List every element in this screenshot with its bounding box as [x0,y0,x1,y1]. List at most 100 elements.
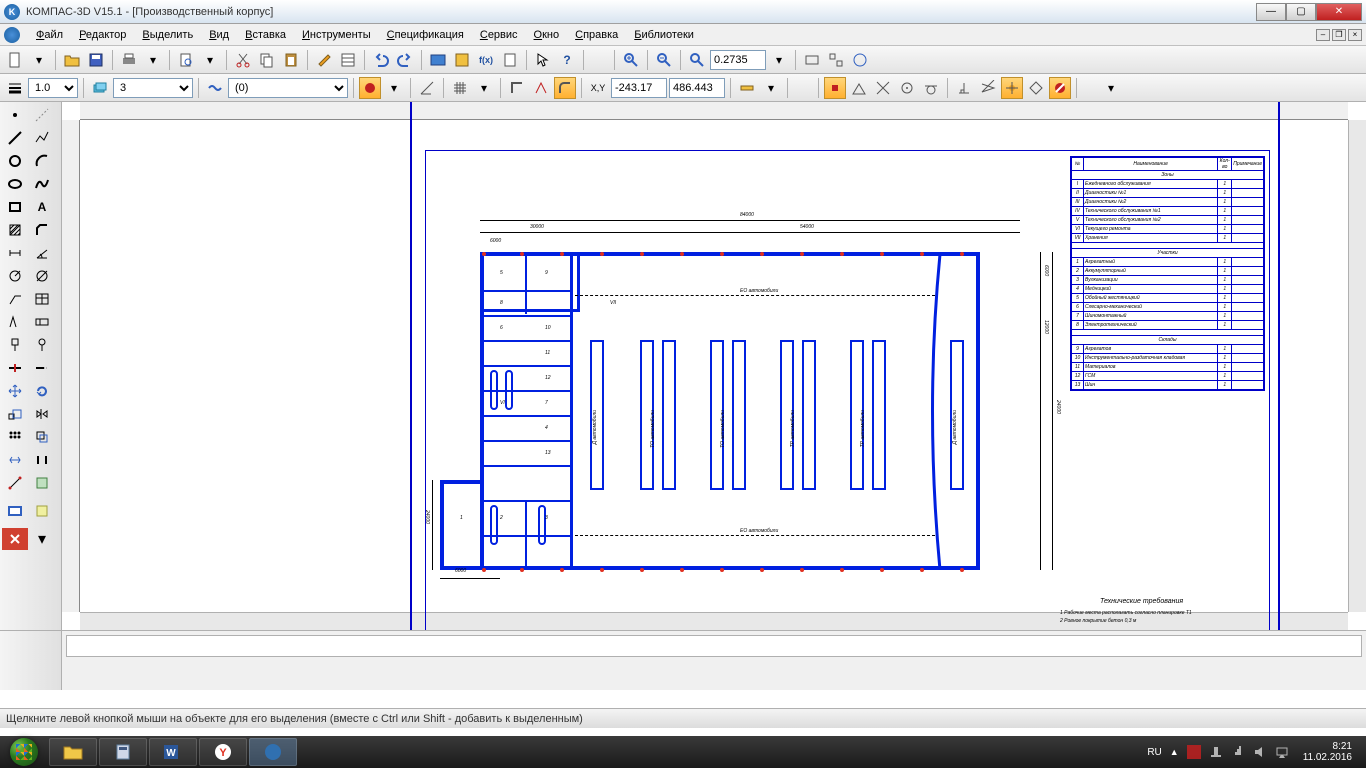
open-button[interactable] [61,49,83,71]
tray-action-icon[interactable] [1275,745,1289,759]
mdi-restore[interactable]: ❐ [1332,29,1346,41]
tray-volume-icon[interactable] [1253,745,1267,759]
rect-tool[interactable] [2,196,28,218]
redo-button[interactable] [394,49,416,71]
osnap-off-button[interactable] [1049,77,1071,99]
taskbar-yandex[interactable]: Y [199,738,247,766]
osnap-int-button[interactable] [872,77,894,99]
menu-select[interactable]: Выделить [134,27,201,43]
insert-fragment-tool[interactable] [29,500,55,522]
manager-button[interactable] [427,49,449,71]
help-pointer-button[interactable] [532,49,554,71]
ortho-button[interactable] [506,77,528,99]
menu-service[interactable]: Сервис [472,27,526,43]
copy-button[interactable] [256,49,278,71]
zoom-realtime-button[interactable] [825,49,847,71]
grid-button[interactable] [449,77,471,99]
measure-button[interactable] [736,77,758,99]
param-tool[interactable] [2,449,28,471]
aux-line-tool[interactable] [29,104,55,126]
array-tool[interactable] [2,426,28,448]
chamfer-tool[interactable] [29,219,55,241]
edit-trim-tool[interactable] [2,357,28,379]
tray-lang[interactable]: RU [1147,747,1161,758]
zoom-window-button[interactable] [801,49,823,71]
arc-tool[interactable] [29,150,55,172]
osnap-tan-button[interactable] [920,77,942,99]
osnap-mid-button[interactable] [848,77,870,99]
polyline-tool[interactable] [29,127,55,149]
edit-extend-tool[interactable] [29,357,55,379]
measure-dist-tool[interactable] [2,472,28,494]
preview-button[interactable] [175,49,197,71]
tray-network-icon[interactable] [1209,745,1223,759]
mdi-close[interactable]: × [1348,29,1362,41]
dim-linear-tool[interactable] [2,242,28,264]
circle-tool[interactable] [2,150,28,172]
osnap-quad-button[interactable] [1025,77,1047,99]
layer-icon[interactable] [89,77,111,99]
measure-area-tool[interactable] [29,472,55,494]
drawing-canvas[interactable]: №НаименованиеКол-воПримечание Зоны IЕжед… [80,120,1348,612]
round-button[interactable] [554,77,576,99]
layer-select[interactable]: 3 [113,78,193,98]
lineweight-icon[interactable] [4,77,26,99]
osnap-cen-button[interactable] [896,77,918,99]
text-tool[interactable]: A [29,196,55,218]
maximize-button[interactable]: ▢ [1286,3,1316,21]
osnap-end-button[interactable] [824,77,846,99]
stop-tool[interactable] [2,528,28,550]
osnap-perp-button[interactable] [953,77,975,99]
mark-tool[interactable] [29,334,55,356]
hatch-tool[interactable] [2,219,28,241]
grid-dropdown[interactable]: ▾ [473,77,495,99]
save-button[interactable] [85,49,107,71]
more-tools[interactable]: ▾ [29,528,55,550]
menu-editor[interactable]: Редактор [71,27,134,43]
tray-flag-icon[interactable] [1187,745,1201,759]
lcs-button[interactable] [530,77,552,99]
print-dropdown[interactable]: ▾ [142,49,164,71]
snap-dropdown[interactable]: ▾ [383,77,405,99]
osnap-node-button[interactable] [1001,77,1023,99]
taskbar-calc[interactable] [99,738,147,766]
coord-y-input[interactable] [669,78,725,98]
zoom-in-button[interactable] [620,49,642,71]
tray-clock[interactable]: 8:21 11.02.2016 [1297,741,1358,763]
variables-button[interactable] [451,49,473,71]
help-button[interactable]: ? [556,49,578,71]
menu-insert[interactable]: Вставка [237,27,294,43]
new-dropdown[interactable]: ▾ [28,49,50,71]
menu-file[interactable]: Файл [28,27,71,43]
format-button[interactable] [313,49,335,71]
print-button[interactable] [118,49,140,71]
toolbar-dropdown[interactable]: ▾ [1100,77,1122,99]
measure-dropdown[interactable]: ▾ [760,77,782,99]
snap-toggle[interactable] [359,77,381,99]
paste-button[interactable] [280,49,302,71]
rotate-tool[interactable] [29,380,55,402]
taskbar-word[interactable]: W [149,738,197,766]
coord-x-input[interactable] [611,78,667,98]
dim-radial-tool[interactable] [2,265,28,287]
start-button[interactable] [0,736,48,768]
mirror-tool[interactable] [29,403,55,425]
menu-spec[interactable]: Спецификация [379,27,472,43]
properties-button[interactable] [337,49,359,71]
taskbar-kompas[interactable] [249,738,297,766]
zoom-out-button[interactable] [653,49,675,71]
ellipse-tool[interactable] [2,173,28,195]
linestyle-icon[interactable] [204,77,226,99]
preview-dropdown[interactable]: ▾ [199,49,221,71]
tolerance-tool[interactable] [29,311,55,333]
scrollbar-vertical[interactable] [1348,120,1366,612]
mdi-minimize[interactable]: – [1316,29,1330,41]
menu-libraries[interactable]: Библиотеки [626,27,702,43]
new-doc-button[interactable] [4,49,26,71]
dim-diameter-tool[interactable] [29,265,55,287]
lineweight-select[interactable]: 1.0 [28,78,78,98]
move-tool[interactable] [2,380,28,402]
zoom-dropdown[interactable]: ▾ [768,49,790,71]
undo-button[interactable] [370,49,392,71]
spline-tool[interactable] [29,173,55,195]
